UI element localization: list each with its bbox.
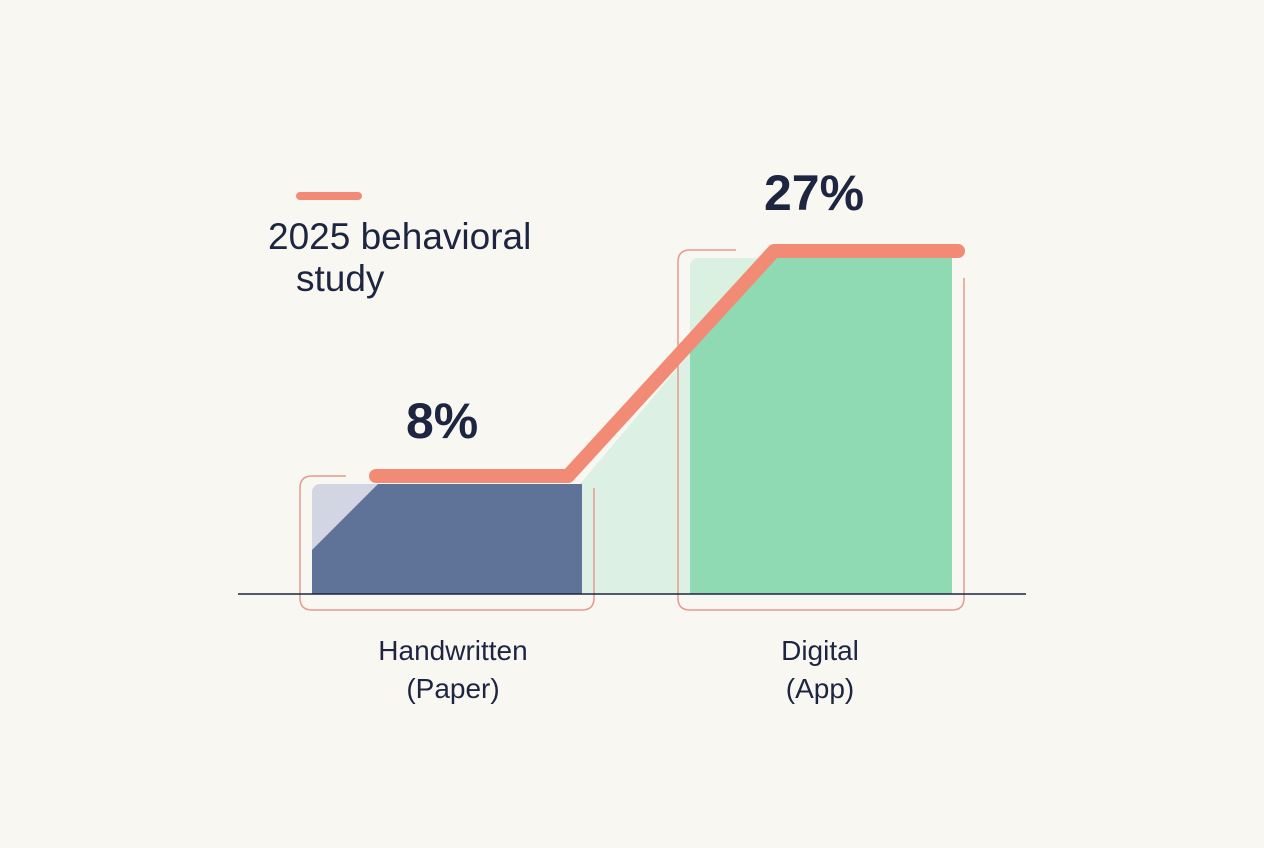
- category-line2: (App): [785, 673, 855, 704]
- category-line1: Digital: [781, 635, 859, 666]
- category-label-digital: Digital (App): [670, 632, 970, 708]
- legend-label-line1: 2025 behavioral: [268, 216, 532, 257]
- value-label-handwritten: 8%: [406, 393, 479, 449]
- bar-handwritten: [312, 484, 582, 594]
- category-label-handwritten: Handwritten (Paper): [303, 632, 603, 708]
- bar-handwritten-bracket: [299, 475, 595, 611]
- trend-line: [369, 244, 965, 483]
- category-line1: Handwritten: [378, 635, 528, 666]
- legend-swatch: [296, 192, 362, 200]
- legend-label: 2025 behavioral study: [268, 216, 588, 300]
- bar-digital-bracket: [677, 249, 965, 611]
- bar-digital: [690, 258, 952, 594]
- legend-label-line2: study: [296, 258, 385, 299]
- value-label-digital: 27%: [764, 165, 865, 221]
- category-line2: (Paper): [406, 673, 500, 704]
